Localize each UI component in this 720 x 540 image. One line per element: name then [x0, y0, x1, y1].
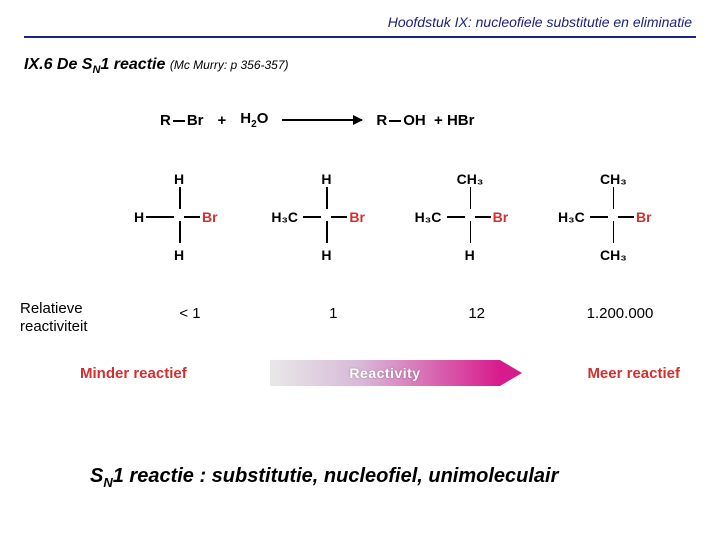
eq-br: Br — [187, 112, 204, 129]
bond-icon — [326, 221, 328, 243]
bond-icon — [173, 120, 185, 122]
bond-icon — [475, 216, 491, 218]
eq-lhs: R Br — [160, 112, 204, 129]
bond-icon — [470, 221, 472, 243]
rel-label-1: Relatieve — [20, 300, 83, 317]
reaction-arrow-icon — [282, 119, 362, 121]
molecule-3: CH₃ H₃C Br H — [417, 165, 537, 275]
eq-h2o-o: O — [257, 110, 269, 127]
more-reactive-label: Meer reactief — [587, 365, 680, 382]
bond-icon — [447, 216, 465, 218]
mol2-bottom: H — [321, 247, 331, 263]
mol4-left: H₃C — [558, 209, 585, 225]
molecule-2: H H₃C Br H — [273, 165, 393, 275]
mol4-top: CH₃ — [600, 171, 627, 187]
mol3-bottom: H — [465, 247, 475, 263]
reaction-equation: R Br + H2O R OH + HBr — [160, 110, 660, 130]
eq-plus1: + — [218, 112, 227, 129]
molecule-4: CH₃ H₃C Br CH₃ — [560, 165, 680, 275]
eq-r: R — [160, 112, 171, 129]
section-prefix: IX.6 De S — [24, 56, 92, 73]
mol1-top: H — [174, 171, 184, 187]
summary-line: SN1 reactie : substitutie, nucleofiel, u… — [90, 465, 660, 490]
molecule-1: H H Br H — [130, 165, 250, 275]
bond-icon — [389, 120, 401, 122]
less-reactive-label: Minder reactief — [80, 365, 187, 382]
mol1-br: Br — [202, 209, 218, 225]
mol3-br: Br — [493, 209, 509, 225]
bond-icon — [331, 216, 347, 218]
reactivity-1: < 1 — [130, 305, 250, 322]
header-rule — [24, 36, 696, 38]
eq-rhs-oh: OH — [403, 112, 426, 129]
bond-icon — [590, 216, 608, 218]
mol2-br: Br — [349, 209, 365, 225]
reactivity-3: 12 — [417, 305, 537, 322]
bond-icon — [613, 187, 615, 209]
gradient-text: Reactivity — [349, 365, 420, 381]
section-ref: (Mc Murry: p 356-357) — [170, 58, 289, 72]
summary-sub: N — [103, 475, 112, 490]
eq-h2o: H2O — [240, 110, 268, 130]
relative-reactivity-label: Relatieve reactiviteit — [20, 300, 88, 336]
gradient-arrow-icon: Reactivity — [270, 360, 500, 386]
chapter-header: Hoofdstuk IX: nucleofiele substitutie en… — [388, 14, 692, 30]
eq-rhs-r: R — [376, 112, 387, 129]
eq-plus-hbr: + HBr — [434, 112, 474, 129]
mol3-left: H₃C — [415, 209, 442, 225]
rel-label-2: reactiviteit — [20, 318, 88, 335]
bond-icon — [326, 187, 328, 209]
bond-icon — [184, 216, 200, 218]
bond-icon — [613, 221, 615, 243]
section-title: IX.6 De SN1 reactie (Mc Murry: p 356-357… — [24, 56, 289, 76]
mol1-left: H — [134, 209, 144, 225]
section-suffix: 1 reactie — [100, 56, 169, 73]
mol3-top: CH₃ — [457, 171, 484, 187]
mol1-bottom: H — [174, 247, 184, 263]
bond-icon — [618, 216, 634, 218]
eq-rhs: R OH + HBr — [376, 112, 474, 129]
mol4-bottom: CH₃ — [600, 247, 627, 263]
molecule-row: H H Br H H H₃C Br H CH₃ H₃C Br H CH₃ H₃C… — [130, 165, 680, 275]
eq-h2o-h: H — [240, 110, 251, 127]
mol2-left: H₃C — [271, 209, 298, 225]
reactivity-2: 1 — [273, 305, 393, 322]
bond-icon — [470, 187, 472, 209]
bond-icon — [179, 221, 181, 243]
reactivity-gradient: Reactivity — [270, 360, 530, 386]
mol2-top: H — [321, 171, 331, 187]
bond-icon — [179, 187, 181, 209]
reactivity-4: 1.200.000 — [560, 305, 680, 322]
bond-icon — [303, 216, 321, 218]
summary-s: S — [90, 465, 103, 487]
bond-icon — [146, 216, 174, 218]
summary-rest: 1 reactie : substitutie, nucleofiel, uni… — [113, 465, 559, 487]
reactivity-values: < 1 1 12 1.200.000 — [130, 305, 680, 322]
mol4-br: Br — [636, 209, 652, 225]
